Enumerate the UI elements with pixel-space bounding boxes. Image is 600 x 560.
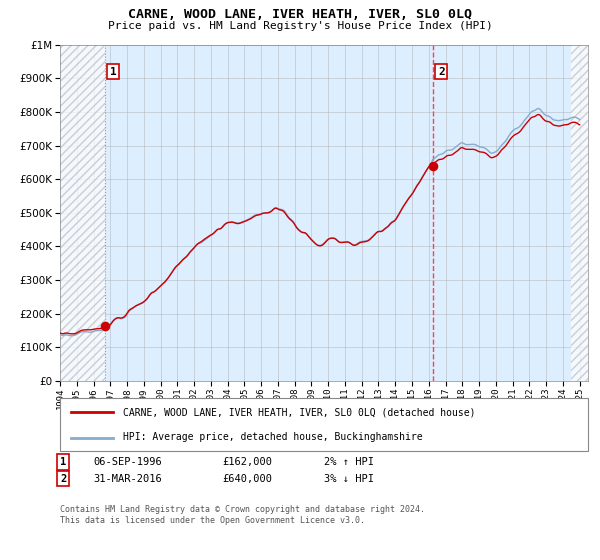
Text: 2: 2 [438,67,445,77]
Text: 31-MAR-2016: 31-MAR-2016 [93,474,162,484]
Text: CARNE, WOOD LANE, IVER HEATH, IVER, SL0 0LQ: CARNE, WOOD LANE, IVER HEATH, IVER, SL0 … [128,8,472,21]
Point [100,322,110,331]
Text: £162,000: £162,000 [222,457,272,467]
Point [428,161,438,170]
Text: Price paid vs. HM Land Registry's House Price Index (HPI): Price paid vs. HM Land Registry's House … [107,21,493,31]
Bar [60,45,105,381]
Text: 1: 1 [60,457,66,467]
Text: 1: 1 [110,67,116,77]
Text: £640,000: £640,000 [222,474,272,484]
Text: Contains HM Land Registry data © Crown copyright and database right 2024.
This d: Contains HM Land Registry data © Crown c… [60,505,425,525]
Text: 2% ↑ HPI: 2% ↑ HPI [324,457,374,467]
Text: CARNE, WOOD LANE, IVER HEATH, IVER, SL0 0LQ (detached house): CARNE, WOOD LANE, IVER HEATH, IVER, SL0 … [124,408,476,418]
FancyBboxPatch shape [60,398,588,451]
Text: 3% ↓ HPI: 3% ↓ HPI [324,474,374,484]
Text: 06-SEP-1996: 06-SEP-1996 [93,457,162,467]
Bar [571,45,588,381]
Text: 2: 2 [60,474,66,484]
Text: HPI: Average price, detached house, Buckinghamshire: HPI: Average price, detached house, Buck… [124,432,423,442]
